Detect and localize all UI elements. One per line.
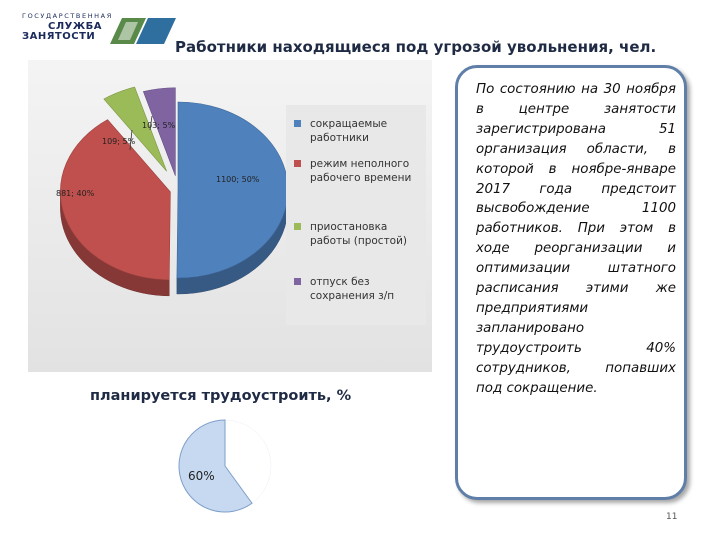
pie-data-label: 103; 5% [142,121,176,130]
logo: ГОСУДАРСТВЕННАЯ СЛУЖБА ЗАНЯТОСТИ [18,12,176,50]
leader-line [149,115,153,131]
legend-label: режим неполного рабочего времени [310,158,412,184]
logo-line3: ЗАНЯТОСТИ [22,31,96,42]
logo-arrows-icon [110,18,176,44]
mini-pie-chart: 60% [178,419,272,513]
pie-chart: 1100; 50% 881; 40% 109; 5% 103; 5% [56,86,289,297]
mini-pie-slice [178,419,253,513]
page-number: 11 [666,512,678,522]
main-chart: 1100; 50% 881; 40% 109; 5% 103; 5% сокращае… [28,60,432,372]
pie-slice [103,86,167,172]
pie-data-label: 109; 5% [102,137,136,146]
legend-label: отпуск без сохранения з/п [310,276,395,302]
info-text: По состоянию на 30 ноября в центре занят… [476,82,676,396]
chart-legend: сокращаемые работники режим неполного раб… [286,105,426,325]
logo-line2: СЛУЖБА [48,21,102,32]
pie-slice [60,119,171,281]
mini-pie-slice [224,419,272,504]
leader-line [129,129,133,151]
pie-slice [142,87,176,176]
legend-swatch [294,160,301,167]
pie-data-label: 881; 40% [56,189,95,198]
legend-swatch [294,278,301,285]
legend-label: приостановка работы (простой) [310,221,408,247]
slide-title: Работники находящиеся под угрозой увольн… [175,38,657,56]
subtitle: планируется трудоустроить, % [90,388,352,404]
pie-data-label: 1100; 50% [216,175,260,184]
mini-pie-label: 60% [188,469,215,483]
legend-swatch [294,120,301,127]
info-panel: По состоянию на 30 ноября в центре занят… [455,65,687,500]
legend-label: сокращаемые работники [310,118,388,144]
legend-swatch [294,223,301,230]
logo-line1: ГОСУДАРСТВЕННАЯ [22,12,113,20]
